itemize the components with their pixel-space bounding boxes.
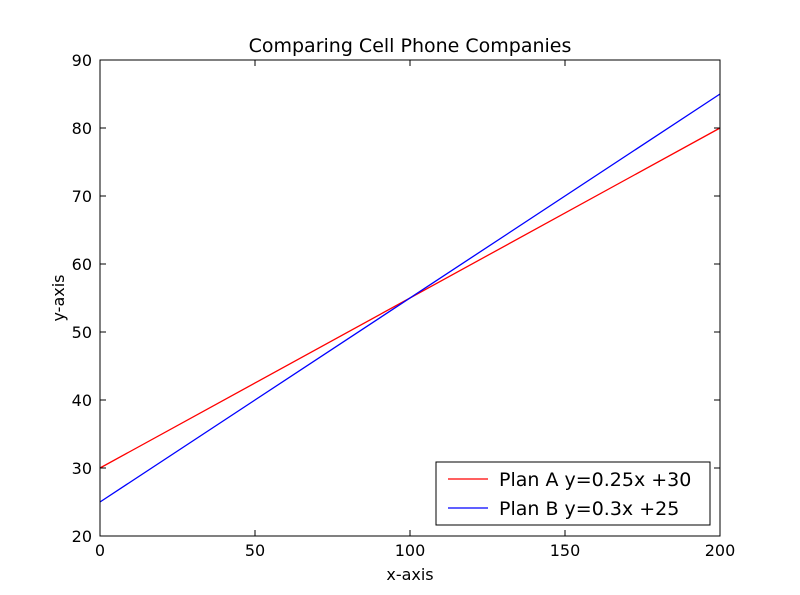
- x-tick-label: 200: [705, 541, 736, 560]
- y-tick-label: 20: [72, 527, 92, 546]
- y-tick-label: 80: [72, 119, 92, 138]
- x-tick-label: 100: [395, 541, 426, 560]
- plot-frame: [99, 59, 721, 537]
- x-tick-label: 150: [550, 541, 581, 560]
- y-tick-label: 90: [72, 51, 92, 70]
- x-axis-label: x-axis: [386, 565, 433, 584]
- y-tick-label: 40: [72, 391, 92, 410]
- chart-title: Comparing Cell Phone Companies: [249, 35, 572, 57]
- legend-box: [435, 461, 711, 526]
- y-tick-label: 50: [72, 323, 92, 342]
- legend-entry-label: Plan B y=0.3x +25: [499, 498, 679, 520]
- lines-layer: [99, 93, 721, 503]
- x-tick-label: 0: [95, 541, 105, 560]
- ticks-layer: 0 50 100 150 200 20 30 40 50 60 70 80 90: [72, 51, 736, 560]
- series-line-plan-b: [99, 93, 721, 503]
- legend-entry-label: Plan A y=0.25x +30: [499, 469, 691, 491]
- y-tick-label: 70: [72, 187, 92, 206]
- x-tick-label: 50: [245, 541, 265, 560]
- legend: Plan A y=0.25x +30 Plan B y=0.3x +25: [435, 461, 711, 526]
- y-tick-label: 60: [72, 255, 92, 274]
- y-axis-label: y-axis: [49, 274, 68, 321]
- y-tick-label: 30: [72, 459, 92, 478]
